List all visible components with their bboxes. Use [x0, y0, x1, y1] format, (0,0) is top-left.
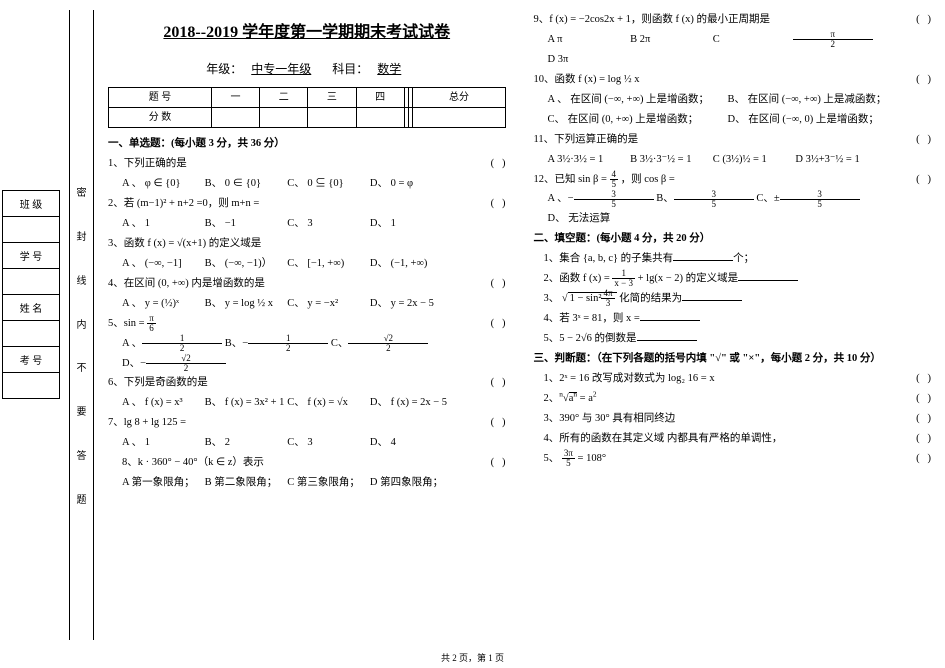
blank-name [3, 321, 60, 347]
q1: 1、下列正确的是( ) [108, 154, 506, 174]
q11-options: A 3½·3½ = 1 B 3½·3⁻½ = 1 C (3½)½ = 1 D 3… [534, 150, 932, 170]
q6: 6、下列是奇函数的是( ) [108, 373, 506, 393]
label-name: 姓 名 [3, 295, 60, 321]
score-table: 题 号 一 二 三 四 总分 分 数 [108, 87, 506, 128]
fill-3: 3、 √1 − sin²4π3 化简的结果为 [534, 289, 932, 309]
tf-2: 2、n√an = a2 ( ) [534, 389, 932, 409]
student-info-table: 班 级 学 号 姓 名 考 号 [2, 190, 60, 399]
q11: 11、下列运算正确的是( ) [534, 130, 932, 150]
q12: 12、已知 sin β = 45 ，则 cos β = ( ) [534, 170, 932, 190]
exam-page: 班 级 学 号 姓 名 考 号 密 封 线 内 不 要 答 题 2018--20… [0, 0, 945, 640]
q2-options: A 、 1 B、 −1 C、 3 D、 1 [108, 214, 506, 234]
q7-options: A 、 1 B、 2 C、 3 D、 4 [108, 433, 506, 453]
right-column: 9、f (x) = −2cos2x + 1，则函数 f (x) 的最小正周期是(… [520, 10, 945, 640]
left-column: 2018--2019 学年度第一学期期末考试试卷 年级： 中专一年级 科目： 数… [94, 10, 520, 640]
binding-column: 班 级 学 号 姓 名 考 号 [0, 10, 70, 640]
q1-options: A 、 φ ∈ {0} B、 0 ∈ {0} C、 0 ⊆ {0} D、 0 =… [108, 174, 506, 194]
blank-id [3, 269, 60, 295]
seal-line-strip: 密 封 线 内 不 要 答 题 [70, 10, 94, 640]
q6-options: A 、 f (x) = x³ B、 f (x) = 3x² + 1 C、 f (… [108, 393, 506, 413]
fill-5: 5、5 − 2√6 的倒数是 [534, 329, 932, 349]
q2: 2、若 (m−1)² + n+2 =0，则 m+n =( ) [108, 194, 506, 214]
q9: 9、f (x) = −2cos2x + 1，则函数 f (x) 的最小正周期是(… [534, 10, 932, 30]
content-area: 2018--2019 学年度第一学期期末考试试卷 年级： 中专一年级 科目： 数… [94, 10, 945, 640]
q12-options: A 、−35 B、35 C、±35 D、 无法运算 [534, 189, 932, 229]
q4-options: A 、 y = (½)ˣ B、 y = log ½ x C、 y = −x² D… [108, 294, 506, 314]
q10-options: A 、 在区间 (−∞, +∞) 上是增函数；B、 在区间 (−∞, +∞) 上… [534, 90, 932, 130]
q10: 10、函数 f (x) = log ½ x( ) [534, 70, 932, 90]
label-id: 学 号 [3, 243, 60, 269]
section-3-heading: 三、判断题：（在下列各题的括号内填 "√" 或 "×"，每小题 2 分，共 10… [534, 349, 932, 369]
page-footer: 共 2 页，第 1 页 [0, 651, 945, 664]
q4: 4、在区间 (0, +∞) 内是增函数的是( ) [108, 274, 506, 294]
tf-1: 1、2ˣ = 16 改写成对数式为 log₂ 16 = x( ) [534, 369, 932, 389]
q5: 5、sin = π6 ( ) [108, 314, 506, 334]
fill-4: 4、若 3ˣ = 81，则 x = [534, 309, 932, 329]
tf-3: 3、390° 与 30° 具有相同终边( ) [534, 409, 932, 429]
exam-title: 2018--2019 学年度第一学期期末考试试卷 [108, 18, 506, 48]
section-2-heading: 二、填空题：(每小题 4 分，共 20 分） [534, 229, 932, 249]
blank-exam [3, 373, 60, 399]
q5-options: A 、12 B、−12 C、√22 D、−√22 [108, 334, 506, 374]
q9-options: A π B 2π C π2 D 3π [534, 30, 932, 70]
q8: 8、k · 360° − 40°（k ∈ z）表示( ) [108, 453, 506, 473]
label-exam: 考 号 [3, 347, 60, 373]
label-class: 班 级 [3, 191, 60, 217]
fill-2: 2、函数 f (x) = 1x − 3 + lg(x − 2) 的定义域是 [534, 269, 932, 289]
q3: 3、函数 f (x) = √(x+1) 的定义域是 [108, 234, 506, 254]
tf-5: 5、 3π5 = 108° ( ) [534, 449, 932, 469]
q3-options: A 、 (−∞, −1] B、 (−∞, −1)） C、 [−1, +∞) D、… [108, 254, 506, 274]
section-1-heading: 一、单选题：(每小题 3 分，共 36 分） [108, 134, 506, 154]
tf-4: 4、所有的函数在其定义域 内都具有严格的单调性，( ) [534, 429, 932, 449]
q7: 7、lg 8 + lg 125 =( ) [108, 413, 506, 433]
blank-class [3, 217, 60, 243]
exam-subtitle: 年级： 中专一年级 科目： 数学 [108, 58, 506, 81]
q8-options: A 第一象限角； B 第二象限角； C 第三象限角； D 第四象限角； [108, 473, 506, 493]
fill-1: 1、集合 {a, b, c} 的子集共有个； [534, 249, 932, 269]
